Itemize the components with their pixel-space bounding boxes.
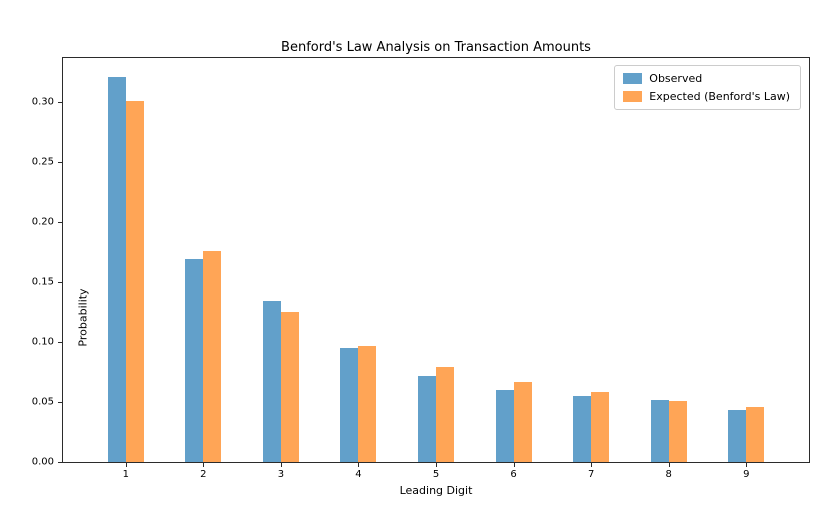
bar-observed-digit-8: [650, 399, 669, 462]
x-tick-mark: [436, 463, 438, 467]
x-tick-mark: [513, 463, 515, 467]
legend-item-observed: Observed: [623, 72, 790, 85]
bar-expected-benford-s-law-digit-6: [513, 381, 532, 462]
x-tick-label: 3: [277, 469, 285, 480]
y-tick-mark: [58, 341, 62, 343]
y-tick-mark: [58, 461, 62, 463]
y-tick-label: 0.15: [31, 276, 54, 288]
y-tick-mark: [58, 101, 62, 103]
bar-observed-digit-9: [728, 410, 747, 462]
x-tick-mark: [280, 463, 282, 467]
x-tick-mark: [668, 463, 670, 467]
x-tick-label: 5: [432, 469, 440, 480]
bar-group-digit-8: [630, 58, 708, 467]
bar-observed-digit-6: [495, 390, 514, 462]
y-tick-label: 0.00: [31, 456, 54, 468]
x-tick-label: 8: [665, 469, 672, 480]
bar-expected-benford-s-law-digit-4: [358, 345, 377, 462]
y-tick-label: 0.30: [31, 96, 54, 108]
bar-expected-benford-s-law-digit-9: [746, 406, 765, 462]
bar-observed-digit-1: [107, 77, 126, 462]
x-tick-label: 9: [743, 469, 750, 480]
x-tick-mark: [591, 463, 593, 467]
bar-expected-benford-s-law-digit-2: [203, 251, 222, 462]
legend-swatch-observed: [623, 73, 643, 84]
bar-group-digit-1: [87, 58, 165, 467]
bar-group-digit-3: [242, 58, 320, 467]
legend-label: Observed: [649, 72, 703, 85]
bar-observed-digit-7: [573, 396, 592, 462]
bar-observed-digit-4: [340, 348, 359, 462]
legend-label: Expected (Benford's Law): [649, 90, 790, 103]
plot-area: 0.00 0.05 0.10 0.15 0.20 0.25 0.30 1 2 3 4 5 6 7 8 9 P…: [32, 57, 810, 480]
bar-group-digit-5: [397, 58, 475, 467]
x-tick-mark: [358, 463, 360, 467]
bar-group-digit-2: [165, 58, 243, 467]
x-tick-label: 1: [122, 469, 129, 480]
y-tick-label: 0.20: [31, 216, 54, 228]
y-tick-label: 0.25: [31, 156, 54, 168]
bar-group-digit-6: [475, 58, 553, 467]
y-tick-label: 0.10: [31, 336, 54, 348]
y-tick-mark: [58, 221, 62, 223]
y-axis-label: Probability: [76, 288, 90, 347]
x-tick-mark: [746, 463, 748, 467]
bar-groups: [63, 58, 809, 467]
bar-group-digit-9: [708, 58, 786, 467]
y-tick-label: 0.05: [31, 396, 54, 408]
x-axis-ticks: 1 2 3 4 5 6 7 8 9: [63, 469, 809, 480]
x-tick-label: 4: [355, 469, 362, 480]
x-tick-label: 6: [510, 469, 517, 480]
bar-observed-digit-5: [418, 375, 437, 462]
bar-expected-benford-s-law-digit-7: [591, 392, 610, 462]
y-tick-mark: [58, 161, 62, 163]
legend-swatch-expected-benford-s-law: [623, 91, 643, 102]
y-axis-ticks: 0.00 0.05 0.10 0.15 0.20 0.25 0.30: [17, 58, 63, 468]
bar-group-digit-4: [320, 58, 398, 467]
legend-item-expected-benford-s-law: Expected (Benford's Law): [623, 90, 790, 103]
y-tick-mark: [58, 281, 62, 283]
bar-expected-benford-s-law-digit-1: [125, 101, 144, 462]
bar-observed-digit-3: [262, 301, 281, 462]
legend-items: Observed Expected (Benford's Law): [623, 72, 790, 103]
x-tick-label: 7: [587, 469, 595, 480]
bar-expected-benford-s-law-digit-5: [436, 367, 455, 462]
y-tick-mark: [58, 401, 62, 403]
x-axis-label: Leading Digit: [399, 484, 473, 497]
bar-observed-digit-2: [185, 259, 204, 462]
x-tick-mark: [125, 463, 127, 467]
bar-expected-benford-s-law-digit-3: [280, 312, 299, 462]
bar-expected-benford-s-law-digit-8: [668, 400, 687, 462]
chart-title: Benford's Law Analysis on Transaction Am…: [281, 40, 591, 55]
legend: Observed Expected (Benford's Law): [614, 65, 801, 110]
x-tick-label: 2: [200, 469, 207, 480]
bar-group-digit-7: [552, 58, 630, 467]
x-tick-mark: [203, 463, 205, 467]
